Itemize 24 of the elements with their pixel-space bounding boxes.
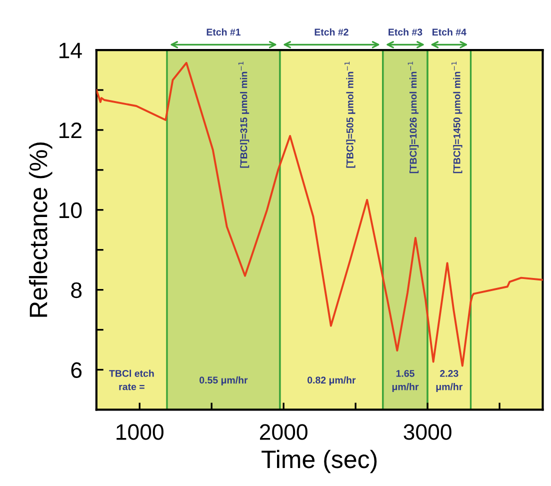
annotation: 0.82 μm/hr	[308, 376, 356, 386]
y-tick-label: 12	[60, 122, 82, 138]
x-axis-title: Time (sec)	[262, 450, 377, 474]
band-label: Etch #4	[432, 28, 466, 36]
band-label: Etch #1	[206, 28, 240, 36]
y-tick-label: 14	[60, 42, 82, 58]
y-tick-label: 6	[71, 362, 82, 378]
y-tick-label: 8	[71, 282, 82, 298]
annotation: 1.65 μm/hr	[392, 370, 419, 392]
x-tick-label: 3000	[404, 424, 452, 440]
annotation: [TBCl]=505 μmol min$^{−1}$	[344, 62, 356, 168]
y-axis-title: Reflectance (%)	[28, 142, 52, 317]
annotation: [TBCl]=1026 μmol min$^{−1}$	[408, 62, 419, 174]
x-tick-label: 1000	[116, 424, 164, 440]
band-label: Etch #2	[314, 28, 348, 36]
line-series	[96, 62, 543, 367]
band-label: Etch #3	[388, 28, 422, 36]
annotation: [TBCl]=315 μmol min$^{−1}$	[238, 62, 250, 168]
y-tick-label: 10	[60, 202, 82, 218]
annotation: [TBCl]=1450 μmol min$^{−1}$	[452, 62, 462, 174]
annotation: TBCl etch rate =	[109, 370, 154, 390]
annotation: 0.55 μm/hr	[200, 376, 248, 386]
x-tick-label: 2000	[260, 424, 308, 440]
annotation: 2.23 μm/hr	[436, 370, 463, 392]
